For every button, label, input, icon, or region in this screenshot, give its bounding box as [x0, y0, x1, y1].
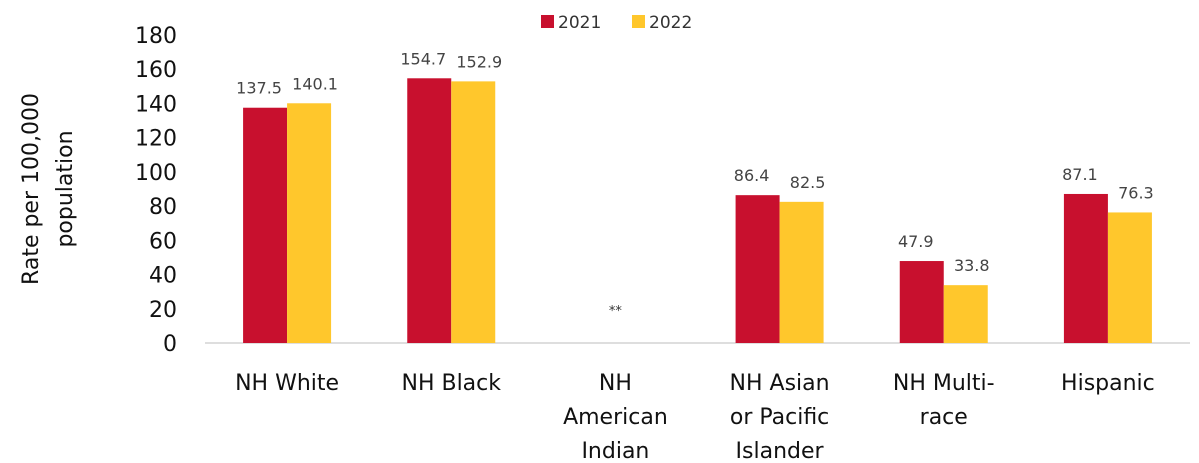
legend-swatch-2021	[541, 15, 554, 28]
y-tick-label: 0	[163, 332, 177, 357]
bar-2022-1	[451, 81, 496, 344]
bar-2022-4	[943, 285, 988, 343]
y-axis-label-line: Rate per 100,000	[19, 93, 44, 285]
category-label-line: Indian	[581, 439, 649, 463]
y-tick-label: 80	[149, 195, 177, 220]
legend-label-2021: 2021	[558, 13, 601, 33]
category-label-line: race	[920, 405, 968, 430]
suppressed-note: **	[609, 304, 623, 319]
bar-2021-1	[407, 78, 452, 344]
category-label: NH Asian or Pacific Islander	[730, 371, 830, 463]
y-tick-label: 100	[135, 161, 177, 186]
data-label-2021-1: 154.7	[400, 49, 446, 68]
bar-2022-5	[1107, 212, 1152, 343]
category-label-line: Hispanic	[1061, 371, 1155, 396]
category-label-line: NH Black	[401, 371, 501, 396]
bar-2021-4	[899, 261, 944, 343]
y-tick-label: 40	[149, 264, 177, 289]
category-label-line: or Pacific	[730, 405, 829, 430]
data-label-2022-3: 82.5	[790, 173, 826, 192]
category-label: NH Black	[401, 371, 501, 396]
y-tick-label: 160	[135, 58, 177, 83]
data-label-2022-1: 152.9	[456, 52, 502, 71]
y-tick-label: 140	[135, 92, 177, 117]
category-label: NH Multi-race	[893, 371, 995, 430]
data-label-2022-4: 33.8	[954, 256, 990, 275]
y-tick-label: 120	[135, 127, 177, 152]
data-label-2022-5: 76.3	[1118, 183, 1154, 202]
bar-2021-3	[735, 195, 780, 343]
category-label-line: NH Multi-	[893, 371, 995, 396]
category-label-line: Islander	[736, 439, 825, 463]
data-label-2021-4: 47.9	[898, 232, 934, 251]
category-labels: NH White NH Black NH American Indian NH Asian…	[235, 371, 1155, 463]
category-label-line: American	[563, 405, 668, 430]
legend: 2021 2022	[541, 13, 692, 33]
category-label: Hispanic	[1061, 371, 1155, 396]
y-tick-label: 180	[135, 24, 177, 49]
y-axis-label-line: population	[53, 130, 78, 247]
data-label-2021-5: 87.1	[1062, 165, 1098, 184]
bar-2022-3	[779, 201, 824, 343]
category-label: NH White	[235, 371, 339, 396]
legend-swatch-2022	[632, 15, 645, 28]
y-axis-label: Rate per 100,000 population	[19, 93, 78, 285]
category-label-line: NH Asian	[730, 371, 830, 396]
category-label: NH American Indian	[563, 371, 668, 463]
data-label-2022-0: 140.1	[292, 74, 338, 93]
data-labels: 137.5 154.7 86.4 47.9 87.1 140.1 152.9 82.5 33.8…	[236, 49, 1154, 275]
bars	[243, 78, 1152, 344]
bar-2022-0	[287, 103, 332, 343]
legend-label-2022: 2022	[649, 13, 692, 33]
bar-2021-5	[1063, 193, 1108, 343]
data-label-2021-3: 86.4	[734, 166, 770, 185]
y-tick-label: 60	[149, 229, 177, 254]
category-label-line: NH	[599, 371, 632, 396]
data-label-2021-0: 137.5	[236, 79, 282, 98]
bar-2021-0	[243, 107, 288, 343]
category-label-line: NH White	[235, 371, 339, 396]
y-axis-ticks: 0 20 40 60 80 100 120 140 160 180	[135, 24, 177, 357]
y-tick-label: 20	[149, 298, 177, 323]
